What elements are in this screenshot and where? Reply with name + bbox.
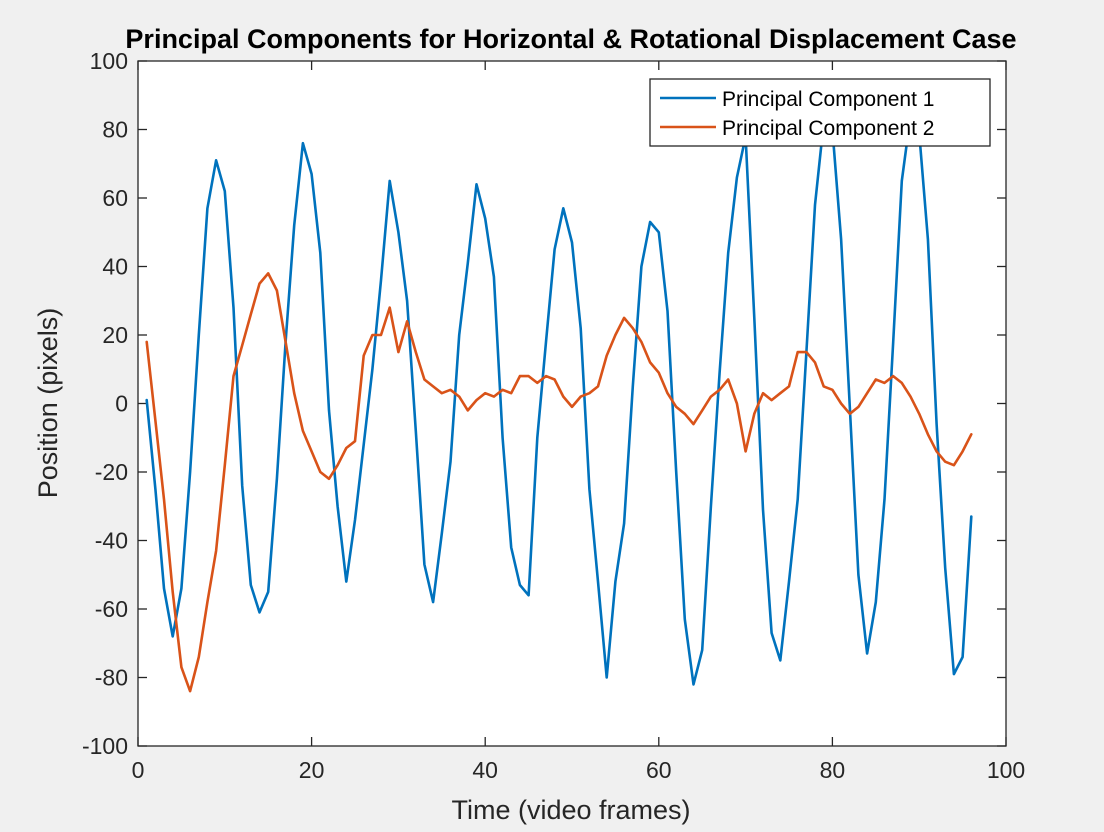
series-line-2 <box>145 272 973 693</box>
x-tick-label: 20 <box>299 757 325 783</box>
plot-clip <box>145 114 973 693</box>
y-tick-label: 60 <box>102 185 128 211</box>
y-tick-label: -40 <box>95 528 128 554</box>
x-tick-label: 80 <box>820 757 846 783</box>
plot-area <box>137 60 1007 747</box>
x-tick-label: 100 <box>987 757 1025 783</box>
axis-ticks <box>137 60 1007 747</box>
y-tick-label: -20 <box>95 459 128 485</box>
y-tick-labels: -100 -80 -60 -40 -20 0 20 40 60 80 100 <box>82 48 128 759</box>
x-tick-label: 0 <box>132 757 145 783</box>
y-tick-label: 20 <box>102 322 128 348</box>
x-axis-label: Time (video frames) <box>451 795 690 825</box>
y-tick-label: 80 <box>102 117 128 143</box>
y-axis-label: Position (pixels) <box>33 308 63 499</box>
x-tick-label: 60 <box>646 757 672 783</box>
x-tick-label: 40 <box>472 757 498 783</box>
legend-label-series-2: Principal Component 2 <box>722 117 934 140</box>
series-lines <box>145 114 973 693</box>
y-tick-label: 40 <box>102 254 128 280</box>
legend[interactable]: Principal Component 1 Principal Componen… <box>649 78 991 147</box>
legend-label-series-1: Principal Component 1 <box>722 88 934 111</box>
y-tick-label: -60 <box>95 596 128 622</box>
series-line-1 <box>145 114 973 686</box>
legend-box <box>649 78 991 147</box>
y-tick-label: -80 <box>95 665 128 691</box>
chart-title: Principal Components for Horizontal & Ro… <box>125 24 1016 54</box>
y-tick-label: 100 <box>90 48 128 74</box>
y-tick-label: 0 <box>115 391 128 417</box>
y-tick-label: -100 <box>82 733 128 759</box>
x-tick-labels: 0 20 40 60 80 100 <box>132 757 1026 783</box>
